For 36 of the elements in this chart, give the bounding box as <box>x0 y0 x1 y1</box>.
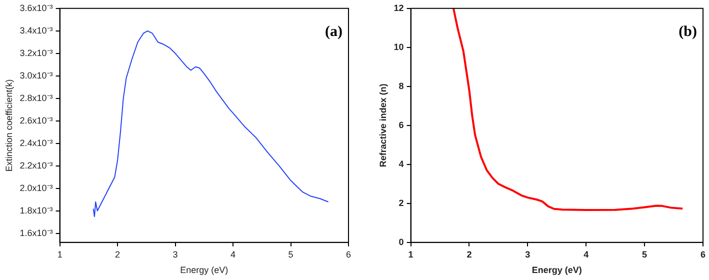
x-tick-label: 4 <box>230 249 236 260</box>
y-tick-label: 0 <box>398 236 404 247</box>
x-tick-label: 1 <box>408 249 414 260</box>
y-tick-label: 1.6x10⁻³ <box>20 228 53 238</box>
y-tick-label: 3.2x10⁻³ <box>20 48 53 58</box>
y-tick-label: 12 <box>394 2 404 13</box>
x-tick-label: 3 <box>172 249 178 260</box>
y-tick-label: 2.8x10⁻³ <box>20 92 53 103</box>
x-tick-label: 5 <box>288 249 294 260</box>
y-tick-label: 3.0x10⁻³ <box>20 70 53 80</box>
y-tick-label: 10 <box>394 42 404 52</box>
x-tick-label: 6 <box>346 249 352 260</box>
y-tick-label: 3.4x10⁻³ <box>20 25 53 36</box>
y-tick-label: 4 <box>398 158 404 169</box>
x-tick-label: 1 <box>57 249 62 260</box>
x-tick-label: 5 <box>642 249 648 260</box>
x-axis-title: Energy (eV) <box>180 265 228 276</box>
y-tick-label: 3.6x10⁻³ <box>20 2 53 13</box>
x-tick-label: 4 <box>584 249 589 260</box>
y-axis-title: Refractive index (n) <box>378 84 388 168</box>
y-tick-label: 8 <box>398 80 404 91</box>
y-tick-label: 1.8x10⁻³ <box>20 205 53 216</box>
annotation: (a) <box>324 24 342 40</box>
annotation: (b) <box>678 24 697 40</box>
x-tick-label: 3 <box>525 249 530 260</box>
x-tick-label: 2 <box>466 249 472 260</box>
y-tick-label: 2.4x10⁻³ <box>20 138 53 148</box>
x-tick-label: 6 <box>700 249 706 260</box>
x-axis-title: Energy (eV) <box>532 265 582 276</box>
y-axis-title: Extinction coefficient(k) <box>4 79 14 172</box>
y-tick-label: 2.6x10⁻³ <box>20 115 53 126</box>
y-tick-label: 2.2x10⁻³ <box>20 160 53 170</box>
y-tick-label: 2.0x10⁻³ <box>20 182 53 193</box>
y-tick-label: 6 <box>398 120 404 130</box>
x-tick-label: 2 <box>115 249 120 260</box>
y-tick-label: 2 <box>398 198 404 208</box>
